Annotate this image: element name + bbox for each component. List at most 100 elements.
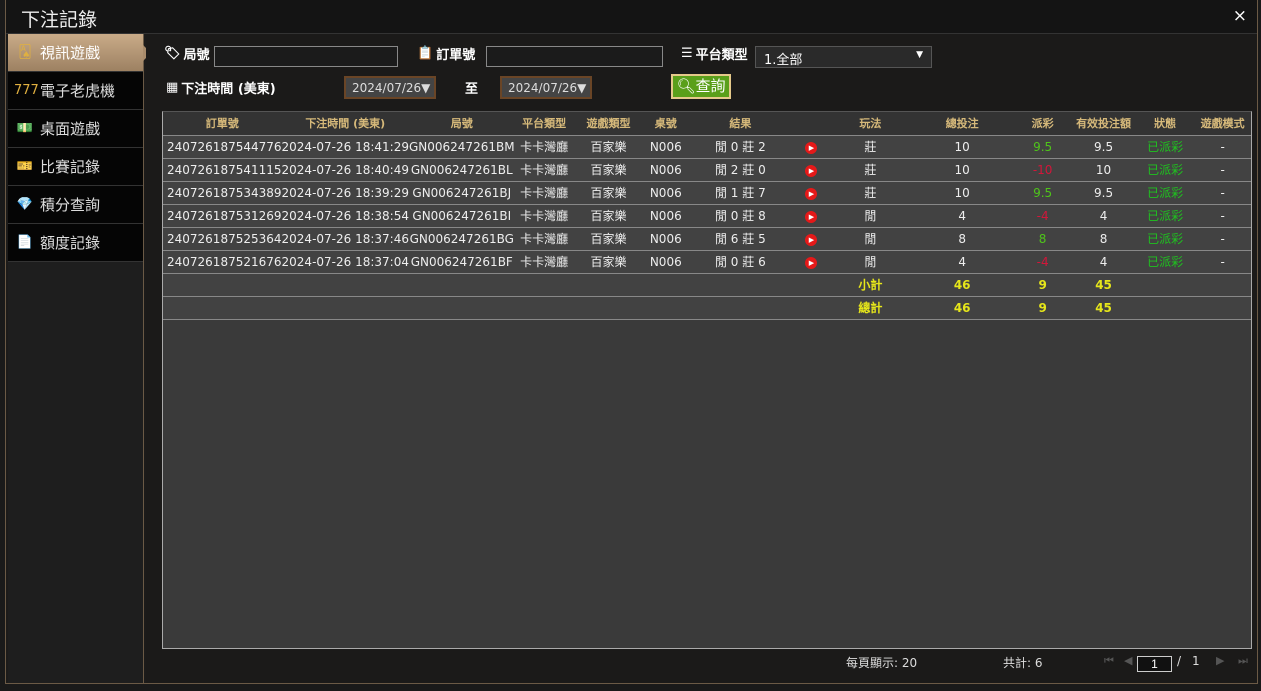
cell-game: 百家樂 bbox=[573, 181, 644, 205]
sidebar-item-0[interactable]: 🂡 視訊遊戲 bbox=[8, 34, 151, 72]
play-video-icon[interactable]: ▶ bbox=[805, 211, 818, 223]
bet-table: 訂單號 下注時間 (美東) 局號 平台類型 遊戲類型 桌號 結果 玩法 總投注 派彩 有效投注額 狀態… bbox=[162, 111, 1252, 649]
replay-cell: ▶ bbox=[792, 135, 831, 159]
cell bbox=[281, 296, 409, 320]
cell bbox=[792, 273, 831, 297]
sidebar-item-label: 視訊遊戲 bbox=[40, 44, 101, 62]
total-count: 共計: 6 bbox=[1003, 656, 1043, 670]
cell-bet: 4 bbox=[910, 250, 1014, 274]
cell-result: 閒 1 莊 7 bbox=[688, 181, 793, 205]
subtotal-payout: 9 bbox=[1014, 273, 1072, 297]
sidebar-item-label: 積分查詢 bbox=[40, 196, 101, 214]
cell-play: 莊 bbox=[830, 135, 911, 159]
cell-order: 240726187534389 bbox=[163, 181, 282, 205]
calendar-icon: ▦ bbox=[166, 80, 179, 95]
cell-result: 閒 0 莊 6 bbox=[688, 250, 793, 274]
subtotal-row: 小計 46 9 45 bbox=[163, 273, 1251, 297]
order-input[interactable] bbox=[486, 46, 663, 67]
search-icon: 🔍︎ bbox=[676, 77, 696, 95]
table-row[interactable]: 240726187534389 2024-07-26 18:39:29 GN0062… bbox=[163, 181, 1251, 205]
cell-result: 閒 2 莊 0 bbox=[688, 158, 793, 182]
cell-platform: 卡卡灣廳 bbox=[514, 227, 574, 251]
cell-platform: 卡卡灣廳 bbox=[514, 204, 574, 228]
cell-game: 百家樂 bbox=[573, 135, 644, 159]
chips-icon: 💵 bbox=[16, 121, 34, 136]
sidebar-item-4[interactable]: 💎 積分查詢 bbox=[8, 186, 143, 224]
play-video-icon[interactable]: ▶ bbox=[805, 257, 818, 269]
sidebar-item-label: 電子老虎機 bbox=[40, 82, 116, 100]
table-row[interactable]: 240726187521676 2024-07-26 18:37:04 GN0062… bbox=[163, 250, 1251, 274]
first-page-icon[interactable]: ⏮ bbox=[1104, 654, 1114, 667]
cell bbox=[573, 273, 644, 297]
sidebar-item-3[interactable]: 🎫 比賽記錄 bbox=[8, 148, 143, 186]
query-button[interactable]: 🔍︎查詢 bbox=[671, 74, 731, 99]
cell bbox=[281, 273, 409, 297]
table-row[interactable]: 240726187544776 2024-07-26 18:41:29 GN0062… bbox=[163, 135, 1251, 159]
next-page-icon[interactable]: ▶ bbox=[1216, 654, 1225, 667]
replay-cell: ▶ bbox=[792, 158, 831, 182]
sidebar-item-5[interactable]: 📄 額度記錄 bbox=[8, 224, 143, 262]
round-input[interactable] bbox=[214, 46, 398, 67]
cell-bet: 10 bbox=[910, 181, 1014, 205]
table-row[interactable]: 240726187531269 2024-07-26 18:38:54 GN0062… bbox=[163, 204, 1251, 228]
cell bbox=[408, 296, 515, 320]
cell-table: N006 bbox=[643, 181, 689, 205]
platform-select[interactable]: 1.全部 ▼ bbox=[755, 46, 932, 68]
777-slot-icon: 777 bbox=[14, 83, 39, 98]
total-row: 總計 46 9 45 bbox=[163, 296, 1251, 320]
cell-play: 閒 bbox=[830, 204, 911, 228]
play-video-icon[interactable]: ▶ bbox=[805, 234, 818, 246]
cell bbox=[163, 273, 282, 297]
cell-time: 2024-07-26 18:37:46 bbox=[281, 227, 409, 251]
close-icon[interactable]: × bbox=[1232, 6, 1247, 26]
cell-result: 閒 0 莊 2 bbox=[688, 135, 793, 159]
cell-bet: 4 bbox=[910, 204, 1014, 228]
table-row[interactable]: 240726187541115 2024-07-26 18:40:49 GN0062… bbox=[163, 158, 1251, 182]
cell-platform: 卡卡灣廳 bbox=[514, 181, 574, 205]
cell-game: 百家樂 bbox=[573, 227, 644, 251]
clipboard-icon: 📋 bbox=[417, 46, 434, 61]
column-header bbox=[792, 112, 831, 136]
cell-mode: - bbox=[1194, 158, 1251, 182]
cell-order: 240726187544776 bbox=[163, 135, 282, 159]
cell-time: 2024-07-26 18:37:04 bbox=[281, 250, 409, 274]
ticket-icon: 🎫 bbox=[16, 159, 34, 174]
cell bbox=[1194, 273, 1251, 297]
sidebar-item-2[interactable]: 💵 桌面遊戲 bbox=[8, 110, 143, 148]
cell-order: 240726187541115 bbox=[163, 158, 282, 182]
window-title: 下注記錄 bbox=[21, 9, 98, 31]
order-label: 📋 訂單號 bbox=[417, 46, 476, 63]
cell-order: 240726187521676 bbox=[163, 250, 282, 274]
date-to-picker[interactable]: 2024/07/26▼ bbox=[500, 76, 592, 99]
cell bbox=[514, 296, 574, 320]
per-page-text: 每頁顯示: 20 bbox=[846, 656, 918, 670]
cell bbox=[408, 273, 515, 297]
column-header: 總投注 bbox=[910, 112, 1014, 136]
cell-round: GN006247261BL bbox=[408, 158, 515, 182]
cell-mode: - bbox=[1194, 227, 1251, 251]
last-page-icon[interactable]: ⏭ bbox=[1238, 654, 1248, 667]
cell-bet: 8 bbox=[910, 227, 1014, 251]
cell-payout: 9.5 bbox=[1014, 181, 1072, 205]
cell-round: GN006247261BM bbox=[408, 135, 515, 159]
play-video-icon[interactable]: ▶ bbox=[805, 188, 818, 200]
subtotal-label: 小計 bbox=[830, 273, 911, 297]
play-video-icon[interactable]: ▶ bbox=[805, 165, 818, 177]
page-input[interactable] bbox=[1137, 656, 1172, 672]
replay-cell: ▶ bbox=[792, 204, 831, 228]
cell-time: 2024-07-26 18:38:54 bbox=[281, 204, 409, 228]
cell-payout: 8 bbox=[1014, 227, 1072, 251]
sidebar-item-1[interactable]: 777 電子老虎機 bbox=[8, 72, 143, 110]
prev-page-icon[interactable]: ◀ bbox=[1124, 654, 1133, 667]
cell bbox=[163, 296, 282, 320]
cell-platform: 卡卡灣廳 bbox=[514, 135, 574, 159]
cell-game: 百家樂 bbox=[573, 250, 644, 274]
cell-status: 已派彩 bbox=[1135, 204, 1195, 228]
column-header: 玩法 bbox=[830, 112, 911, 136]
table-row[interactable]: 240726187525364 2024-07-26 18:37:46 GN0062… bbox=[163, 227, 1251, 251]
play-video-icon[interactable]: ▶ bbox=[805, 142, 818, 154]
date-from-picker[interactable]: 2024/07/26▼ bbox=[344, 76, 436, 99]
cell bbox=[688, 296, 793, 320]
cell-valid: 9.5 bbox=[1071, 135, 1136, 159]
cell-valid: 9.5 bbox=[1071, 181, 1136, 205]
